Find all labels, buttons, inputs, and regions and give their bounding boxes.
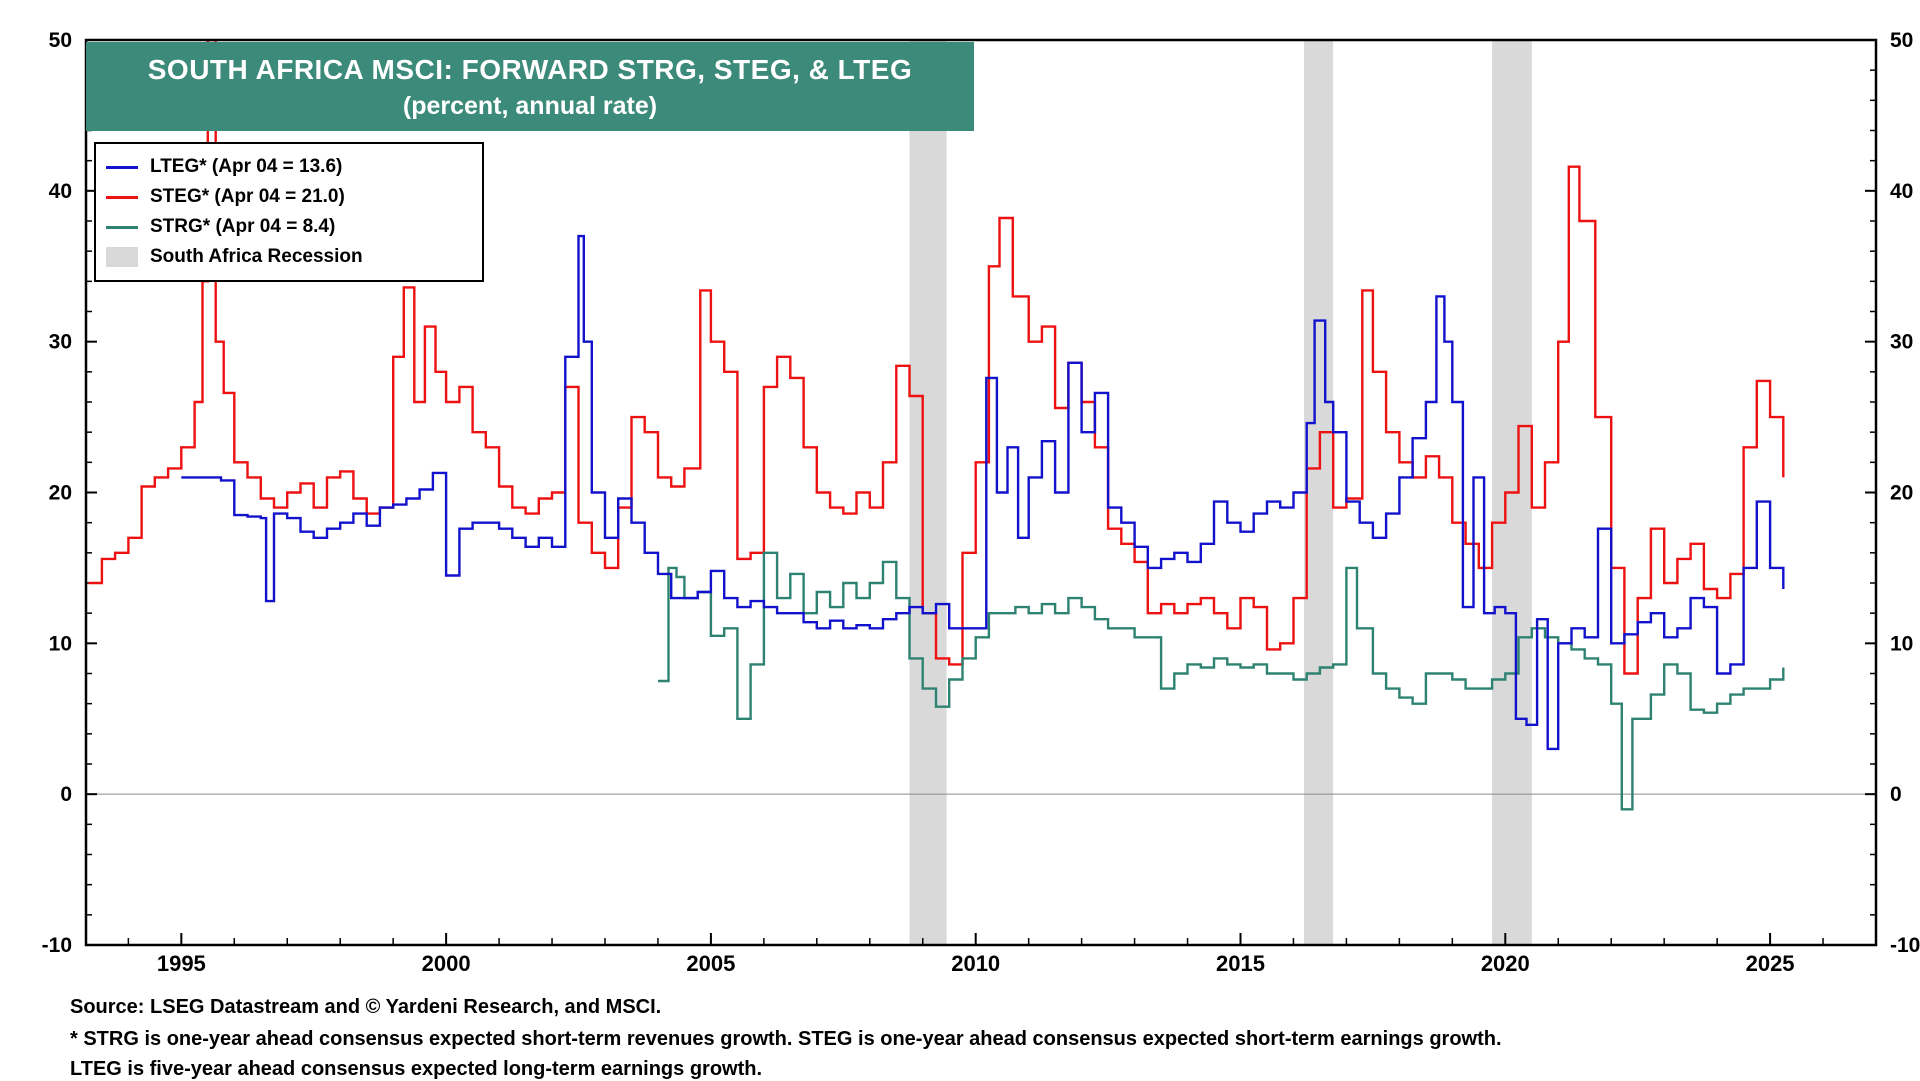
x-axis-year-label: 1995 <box>157 951 206 976</box>
y-axis-label-left: 0 <box>60 783 72 806</box>
series-line-steg <box>88 40 1785 675</box>
y-axis-label-left: 30 <box>49 331 72 354</box>
chart-subtitle: (percent, annual rate) <box>402 92 658 120</box>
steg-line-swatch <box>106 195 138 199</box>
recession-band-swatch <box>106 247 138 267</box>
y-axis-label-left: 20 <box>49 482 72 505</box>
y-axis-label-right: 30 <box>1890 331 1913 354</box>
y-axis-label-left: -10 <box>42 934 72 957</box>
title-box: SOUTH AFRICA MSCI: FORWARD STRG, STEG, &… <box>86 42 974 131</box>
strg-line-swatch <box>106 225 138 229</box>
series-line-strg <box>658 551 1785 811</box>
lteg-line-swatch <box>106 165 138 169</box>
legend-item-steg: STEG* (Apr 04 = 21.0) <box>106 182 472 212</box>
x-axis-year-label: 2020 <box>1481 951 1530 976</box>
y-axis-label-right: 20 <box>1890 482 1913 505</box>
legend-label-lteg: LTEG* (Apr 04 = 13.6) <box>150 156 343 177</box>
legend-label-strg: STRG* (Apr 04 = 8.4) <box>150 216 336 237</box>
recession-band <box>909 40 947 945</box>
y-axis-label-right: 50 <box>1890 29 1913 52</box>
legend-item-strg: STRG* (Apr 04 = 8.4) <box>106 212 472 242</box>
legend-label-recession: South Africa Recession <box>150 246 363 267</box>
recession-band <box>1304 40 1334 945</box>
y-axis-label-right: -10 <box>1890 934 1920 957</box>
source-note: Source: LSEG Datastream and © Yardeni Re… <box>70 996 662 1018</box>
legend-item-recession: South Africa Recession <box>106 242 472 272</box>
legend-label-steg: STEG* (Apr 04 = 21.0) <box>150 186 345 207</box>
chart-title: SOUTH AFRICA MSCI: FORWARD STRG, STEG, &… <box>147 54 913 85</box>
y-axis-label-right: 40 <box>1890 180 1913 203</box>
y-axis-label-left: 50 <box>49 29 72 52</box>
x-axis-year-label: 2015 <box>1216 951 1265 976</box>
legend-item-lteg: LTEG* (Apr 04 = 13.6) <box>106 152 472 182</box>
y-axis-label-right: 0 <box>1890 783 1902 806</box>
x-axis-year-label: 2000 <box>422 951 471 976</box>
series-line-lteg <box>181 234 1785 751</box>
x-axis-year-label: 2025 <box>1746 951 1795 976</box>
footnote-line-1: * STRG is one-year ahead consensus expec… <box>70 1028 1502 1050</box>
legend: LTEG* (Apr 04 = 13.6) STEG* (Apr 04 = 21… <box>94 142 484 282</box>
y-axis-label-left: 40 <box>49 180 72 203</box>
x-axis-year-label: 2005 <box>686 951 735 976</box>
x-axis-year-label: 2010 <box>951 951 1000 976</box>
y-axis-label-right: 10 <box>1890 632 1913 655</box>
y-axis-label-left: 10 <box>49 632 72 655</box>
plot-border <box>84 38 1878 947</box>
series-group <box>88 40 1785 811</box>
footnote-line-2: LTEG is five-year ahead consensus expect… <box>70 1058 763 1080</box>
